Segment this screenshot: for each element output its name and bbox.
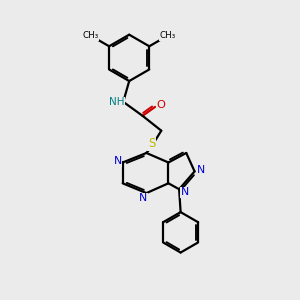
Text: N: N bbox=[113, 156, 122, 166]
Text: N: N bbox=[181, 187, 189, 197]
Text: CH₃: CH₃ bbox=[160, 31, 176, 40]
Text: NH: NH bbox=[109, 98, 124, 107]
Text: N: N bbox=[139, 194, 147, 203]
Text: CH₃: CH₃ bbox=[82, 31, 99, 40]
Text: O: O bbox=[156, 100, 165, 110]
Text: N: N bbox=[196, 165, 205, 175]
Text: S: S bbox=[148, 137, 155, 150]
